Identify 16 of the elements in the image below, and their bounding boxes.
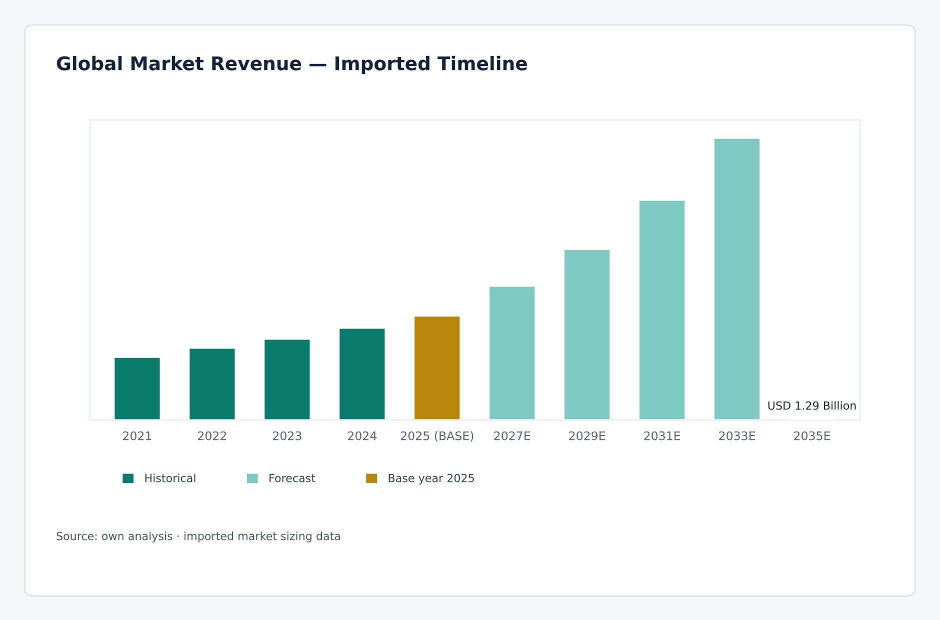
x-tick-label: 2029E — [569, 431, 606, 440]
x-tick-label: 2031E — [644, 431, 680, 440]
x-tick-label: 2023 — [273, 431, 302, 440]
legend-label: Base year 2025 — [388, 474, 474, 484]
x-tick-label: 2035E — [794, 431, 830, 440]
x-tick-label: 2021 — [123, 431, 152, 440]
x-tick-label: 2033E — [719, 431, 756, 440]
x-tick-label: 2025 (BASE) — [400, 431, 474, 442]
x-tick-label: 2024 — [348, 431, 377, 440]
legend-label: Historical — [145, 474, 196, 482]
x-tick-label: 2027E — [494, 431, 530, 440]
chart-title: Global Market Revenue — Imported Timeline — [56, 56, 527, 74]
x-tick-label: 2022 — [198, 431, 226, 440]
annotation: USD 1.29 Billion — [768, 401, 856, 410]
legend-label: Forecast — [270, 474, 316, 482]
source-note: Source: own analysis · imported market sizing data — [56, 532, 340, 542]
